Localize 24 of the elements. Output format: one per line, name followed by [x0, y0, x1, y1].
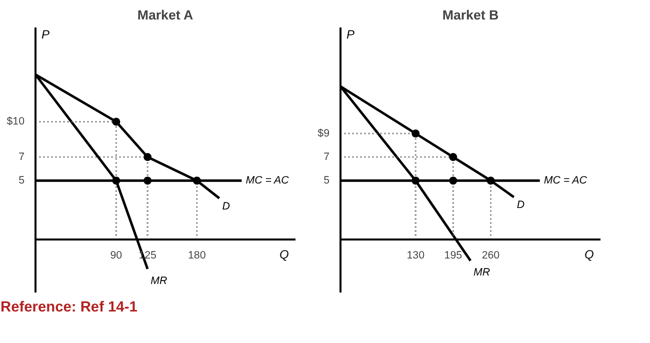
x-tick-label: 260	[482, 250, 500, 262]
x-tick-label: 180	[188, 250, 206, 262]
x-axis-title: Q	[280, 248, 289, 262]
series-label: MR	[474, 266, 490, 279]
x-tick-label: 130	[406, 250, 425, 262]
y-axis-title: P	[42, 28, 50, 42]
y-tick-label: 5	[18, 174, 25, 187]
y-tick-label: 7	[324, 151, 330, 164]
chart-title: Market A	[137, 8, 194, 22]
y-tick-label: 7	[18, 151, 25, 164]
series-label: D	[222, 200, 230, 212]
y-axis-title: P	[346, 28, 355, 42]
x-axis-title: Q	[584, 248, 594, 262]
y-tick-label: $9	[318, 128, 330, 140]
x-tick-label: 195	[444, 250, 462, 262]
series-label: MC = AC	[246, 174, 290, 187]
x-tick-label: 90	[110, 250, 122, 262]
y-tick-label: 5	[324, 174, 330, 187]
chart-title: Market B	[442, 8, 500, 22]
y-tick-label: $10	[6, 116, 25, 128]
series-label: MC = AC	[544, 174, 588, 187]
series-label: MR	[150, 274, 168, 287]
text: Reference: Ref 14-1	[0, 300, 138, 316]
series-label: D	[516, 199, 525, 212]
